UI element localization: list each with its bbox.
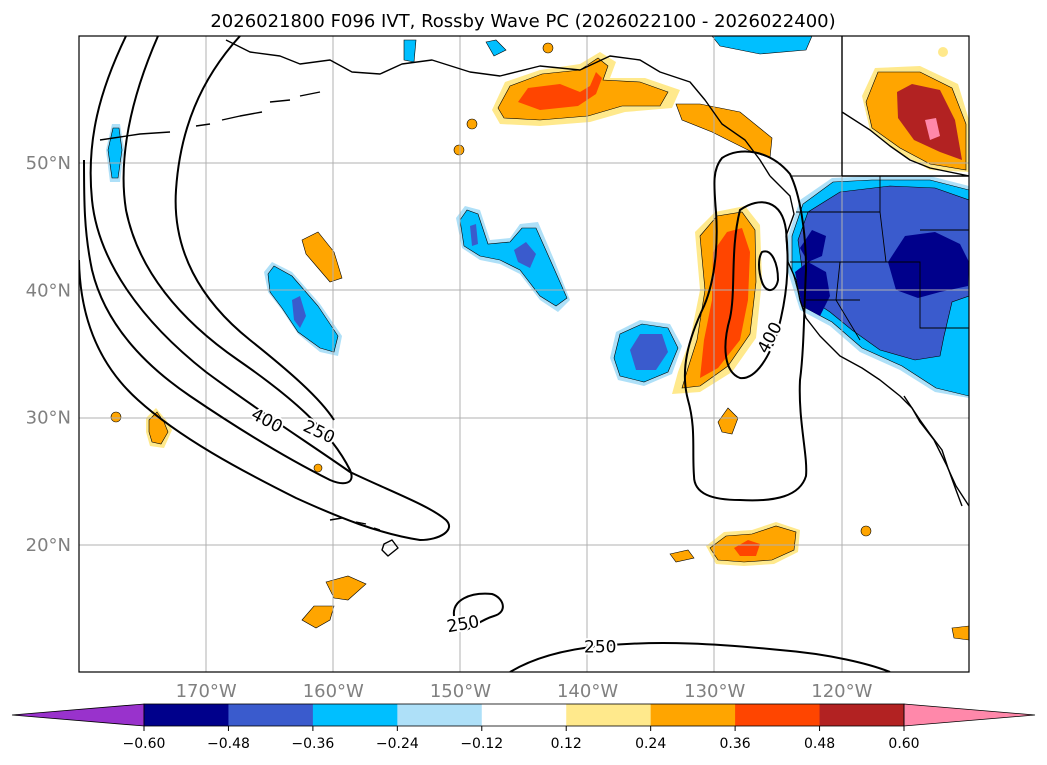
contour-label: 250 bbox=[584, 638, 616, 658]
map-panel: 400 250 400 250 250 50°N 40°N 30°N 20°N … bbox=[26, 36, 969, 702]
colorbar-tick-label: 0.36 bbox=[720, 736, 751, 752]
colorbar-bin bbox=[144, 704, 229, 726]
shading-dot-6 bbox=[861, 526, 871, 536]
shading-blob-n3 bbox=[404, 40, 416, 62]
colorbar-bin bbox=[397, 704, 482, 726]
lon-label: 120°W bbox=[811, 681, 872, 702]
colorbar-bins bbox=[144, 704, 905, 726]
lat-label: 30°N bbox=[26, 408, 71, 429]
colorbar-bin bbox=[482, 704, 567, 726]
colorbar-bin bbox=[228, 704, 313, 726]
colorbar-tick-label: 0.48 bbox=[804, 736, 835, 752]
colorbar-bin bbox=[313, 704, 398, 726]
map-title: 2026021800 F096 IVT, Rossby Wave PC (202… bbox=[210, 11, 835, 32]
colorbar-ticks: −0.60 −0.48 −0.36 −0.24 −0.12 0.12 0.24 0.36 0.4… bbox=[123, 726, 920, 752]
lon-label: 140°W bbox=[557, 681, 618, 702]
shading-dot-7 bbox=[938, 47, 948, 57]
longitude-labels: 170°W 160°W 150°W 140°W 130°W 120°W bbox=[176, 681, 873, 702]
colorbar-tick-label: −0.24 bbox=[376, 736, 419, 752]
lon-label: 130°W bbox=[684, 681, 745, 702]
shading-dot-2 bbox=[467, 119, 477, 129]
colorbar-tick-label: 0.24 bbox=[635, 736, 666, 752]
lon-label: 160°W bbox=[303, 681, 364, 702]
map-background bbox=[79, 36, 969, 672]
colorbar-tick-label: −0.60 bbox=[123, 736, 166, 752]
lat-label: 40°N bbox=[26, 280, 71, 301]
shading-blob-se-edge bbox=[952, 626, 969, 640]
colorbar-bin bbox=[651, 704, 736, 726]
colorbar-tick-label: 0.12 bbox=[551, 736, 582, 752]
colorbar-bin bbox=[735, 704, 820, 726]
shading-dot-3 bbox=[454, 145, 464, 155]
colorbar-tick-label: −0.36 bbox=[291, 736, 334, 752]
lat-label: 50°N bbox=[26, 153, 71, 174]
shading-dot-4 bbox=[314, 464, 322, 472]
colorbar-tick-label: −0.48 bbox=[207, 736, 250, 752]
colorbar: −0.60 −0.48 −0.36 −0.24 −0.12 0.12 0.24 0.36 0.4… bbox=[12, 704, 1035, 752]
lon-label: 170°W bbox=[176, 681, 237, 702]
lat-label: 20°N bbox=[26, 535, 71, 556]
colorbar-tick-label: 0.60 bbox=[888, 736, 919, 752]
shading-dot-1 bbox=[543, 43, 553, 53]
colorbar-under-extension bbox=[12, 704, 144, 726]
colorbar-bin bbox=[820, 704, 905, 726]
lon-label: 150°W bbox=[430, 681, 491, 702]
colorbar-over-extension bbox=[904, 704, 1035, 726]
figure: 2026021800 F096 IVT, Rossby Wave PC (202… bbox=[0, 0, 1047, 765]
colorbar-bin bbox=[566, 704, 651, 726]
latitude-labels: 50°N 40°N 30°N 20°N bbox=[26, 153, 71, 556]
colorbar-tick-label: −0.12 bbox=[460, 736, 503, 752]
shading-dot-5 bbox=[111, 412, 121, 422]
